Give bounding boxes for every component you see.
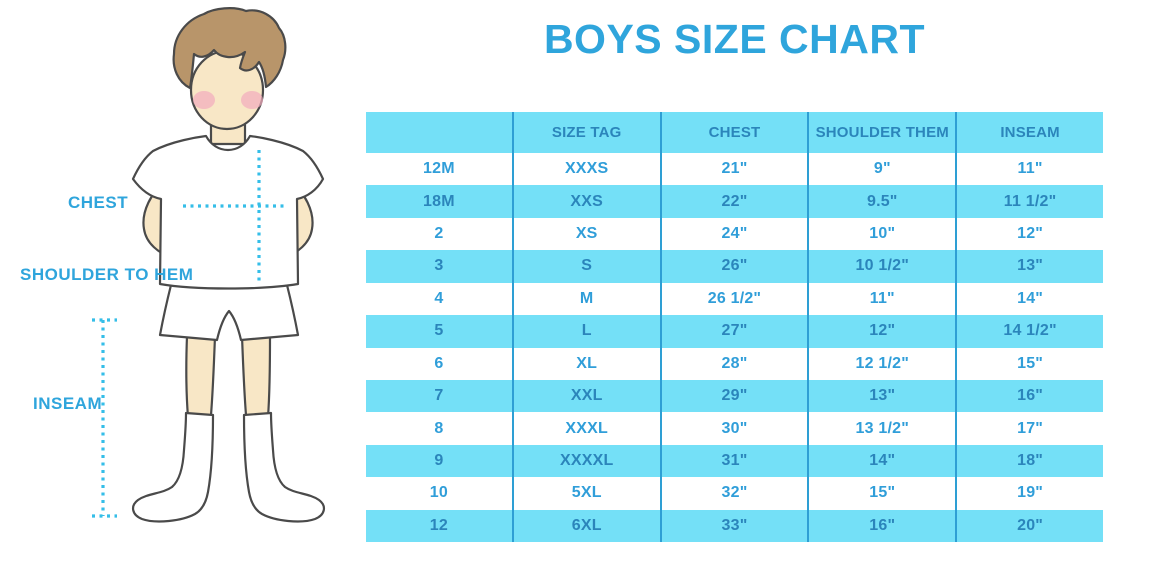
table-cell: 12M [366, 153, 514, 186]
table-cell: 3 [366, 250, 514, 283]
table-row: 10 5XL 32" 15" 19" [366, 477, 1103, 510]
table-row: 4 M 26 1/2" 11" 14" [366, 282, 1103, 316]
right-leg [240, 334, 272, 419]
table-row: 6 XL 28" 12 1/2" 15" [366, 347, 1103, 380]
table-cell: 6 [366, 347, 514, 380]
table-cell: 5XL [514, 477, 662, 510]
table-cell: 14 1/2" [1003, 322, 1057, 340]
table-cell: L [514, 315, 662, 348]
left-sock [132, 411, 215, 523]
table-cell: 11 1/2" [1003, 192, 1057, 210]
table-cell: 33" [662, 509, 810, 543]
table-cell: 13" [1017, 257, 1044, 275]
table-cell: XXXS [514, 153, 662, 186]
column-header: CHEST [662, 112, 810, 153]
table-row: 9 XXXXL 31" 14" 18" [366, 444, 1103, 478]
table-cell: 12" [809, 315, 958, 348]
table-cell: 32" [662, 477, 810, 510]
table-cell: 7 [366, 379, 514, 413]
column-header: SHOULDER THEM [809, 112, 958, 153]
table-cell: 17" [1017, 419, 1044, 437]
t-shirt [131, 134, 325, 290]
table-cell: 16" [1017, 387, 1044, 405]
table-cell: 16" [809, 509, 958, 543]
table-cell: 27" [662, 315, 810, 348]
table-cell: XXXL [514, 412, 662, 445]
table-cell: 11" [809, 282, 958, 316]
table-cell: 26 1/2" [662, 282, 810, 316]
table-cell: 2 [366, 217, 514, 251]
table-body: 12M XXXS 21" 9" 11" 18M XXS 22" 9.5" 11 1/2" 2 XS 24… [366, 153, 1103, 543]
table-cell: 15" [1017, 354, 1044, 372]
table-header-row: SIZE TAG CHEST SHOULDER THEM INSEAM [366, 112, 1103, 153]
table-cell: 31" [662, 444, 810, 478]
column-header [366, 112, 514, 153]
table-cell: S [514, 250, 662, 283]
table-cell: 10" [809, 217, 958, 251]
column-header: SIZE TAG [514, 112, 662, 153]
table-row: 3 S 26" 10 1/2" 13" [366, 250, 1103, 283]
table-cell: 29" [662, 379, 810, 413]
table-cell: 4 [366, 282, 514, 316]
table-cell: 21" [662, 153, 810, 186]
table-cell: 19" [1017, 484, 1044, 502]
table-cell: 9" [809, 153, 958, 186]
table-cell: 12 1/2" [809, 347, 958, 380]
table-cell: 18" [1017, 452, 1044, 469]
table-cell: XS [514, 217, 662, 251]
table-row: 18M XXS 22" 9.5" 11 1/2" [366, 185, 1103, 218]
table-row: 12 6XL 33" 16" 20" [366, 509, 1103, 543]
table-cell: 28" [662, 347, 810, 380]
boy-figure-drawing [92, 7, 325, 523]
table-cell: XL [514, 347, 662, 380]
table-cell: 13" [809, 379, 958, 413]
right-sock [242, 411, 325, 523]
table-cell: XXXXL [514, 444, 662, 478]
table-cell: 8 [366, 412, 514, 445]
shorts [158, 283, 300, 342]
table-cell: 10 1/2" [809, 250, 958, 283]
table-cell: XXS [514, 185, 662, 218]
table-cell: 12 [366, 509, 514, 543]
table-cell: 9.5" [809, 185, 958, 218]
table-cell: 20" [1017, 516, 1044, 534]
table-cell: 26" [662, 250, 810, 283]
page-title: BOYS SIZE CHART [543, 16, 926, 62]
right-cheek-blush [241, 91, 263, 109]
table-cell: 5 [366, 315, 514, 348]
size-table: SIZE TAG CHEST SHOULDER THEM INSEAM 12M XXXS… [366, 112, 1103, 543]
table-cell: 14" [809, 444, 958, 478]
boy-illustration: CHEST SHOULDER TO HEM INSEAM [0, 0, 380, 577]
chest-label: CHEST [68, 193, 129, 212]
table-cell: 12" [1017, 225, 1044, 243]
hair [172, 7, 287, 90]
column-header: INSEAM [1000, 124, 1060, 141]
table-cell: 9 [366, 444, 514, 478]
table-cell: 15" [809, 477, 958, 510]
table-row: 7 XXL 29" 13" 16" [366, 379, 1103, 413]
table-cell: 18M [366, 185, 514, 218]
table-cell: 24" [662, 217, 810, 251]
table-cell: M [514, 282, 662, 316]
shoulder-to-hem-label: SHOULDER TO HEM [20, 265, 194, 284]
table-cell: 13 1/2" [809, 412, 958, 445]
table-cell: 10 [366, 477, 514, 510]
table-cell: 14" [1017, 289, 1044, 307]
table-row: 5 L 27" 12" 14 1/2" [366, 315, 1103, 348]
inseam-label: INSEAM [33, 394, 103, 413]
table-cell: XXL [514, 379, 662, 413]
table-cell: 30" [662, 412, 810, 445]
table-row: 12M XXXS 21" 9" 11" [366, 153, 1103, 186]
table-cell: 11" [1017, 160, 1043, 178]
left-leg [185, 334, 217, 419]
left-cheek-blush [193, 91, 215, 109]
table-row: 2 XS 24" 10" 12" [366, 217, 1103, 251]
table-cell: 6XL [514, 509, 662, 543]
table-row: 8 XXXL 30" 13 1/2" 17" [366, 412, 1103, 445]
table-cell: 22" [662, 185, 810, 218]
